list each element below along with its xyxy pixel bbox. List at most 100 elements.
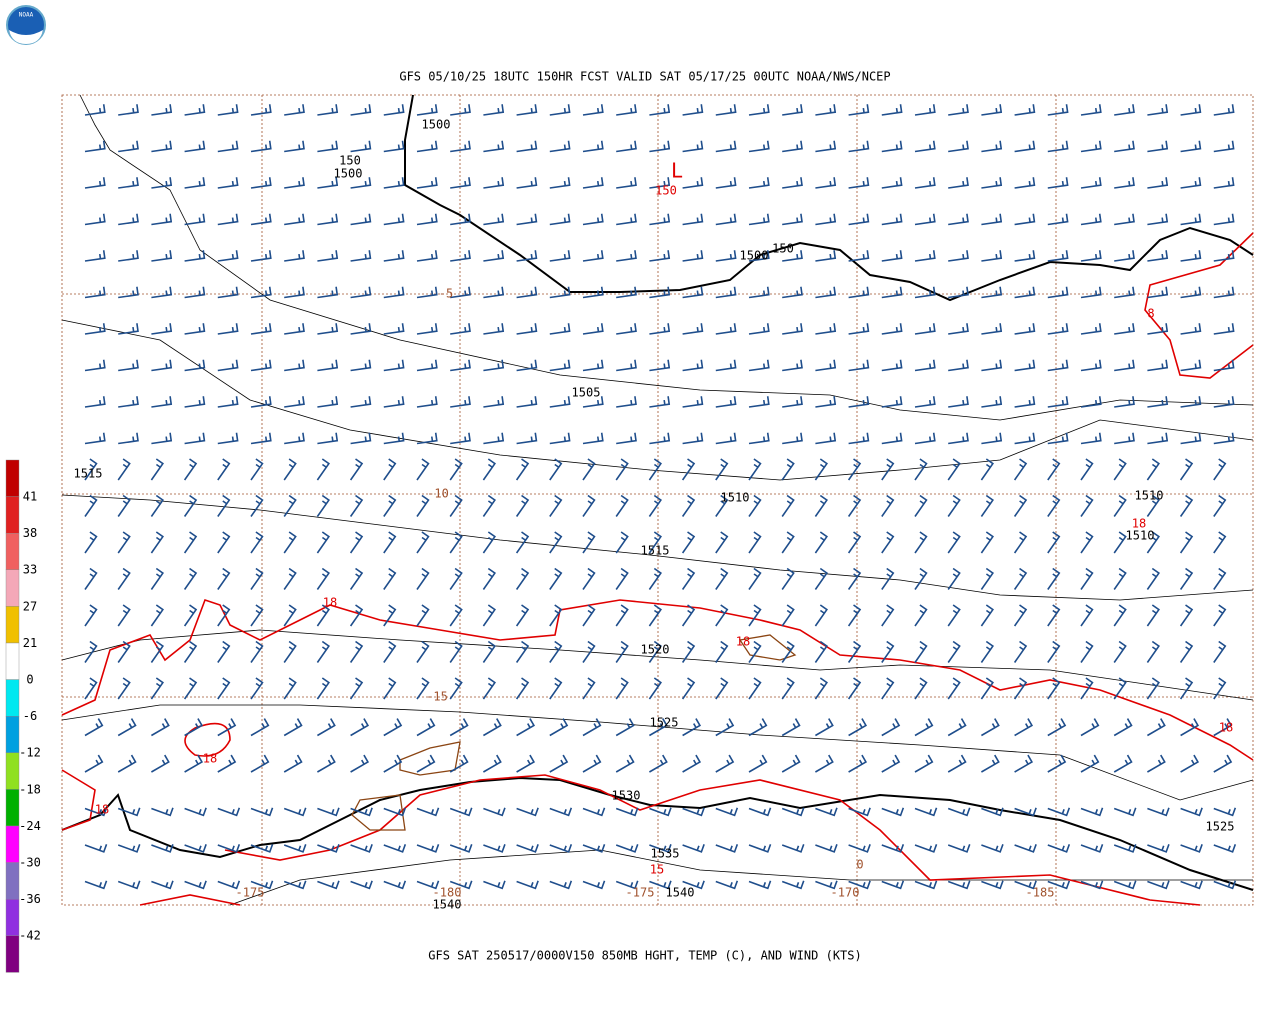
wind-barb <box>649 250 671 262</box>
wind-barb <box>1113 567 1127 590</box>
wind-barb <box>1179 677 1194 700</box>
contour-label: 1535 <box>651 847 680 861</box>
wind-barb <box>981 844 1004 853</box>
colorbar-swatch <box>5 642 20 680</box>
wind-barb <box>1014 396 1036 408</box>
wind-barb <box>715 140 737 153</box>
contour-label: 1530 <box>612 789 641 803</box>
wind-barb <box>383 494 397 517</box>
wind-barb <box>117 807 141 817</box>
wind-barb <box>416 458 430 481</box>
wind-barb <box>781 844 805 853</box>
colorbar-label: -42 <box>19 929 41 943</box>
wind-barb <box>250 323 272 335</box>
wind-barb <box>383 432 405 445</box>
wind-barb <box>515 677 530 700</box>
wind-barb <box>781 494 795 517</box>
wind-barb <box>1047 432 1069 445</box>
wind-barb <box>482 567 496 590</box>
wind-barb <box>914 250 936 262</box>
wind-barb <box>1080 567 1094 590</box>
wind-barb <box>450 323 471 335</box>
wind-barb <box>748 807 772 817</box>
wind-barb <box>682 359 704 372</box>
contour-label: 18 <box>1132 517 1146 531</box>
wind-barb <box>1114 359 1135 372</box>
wind-barb <box>615 844 639 853</box>
wind-barb <box>715 323 737 335</box>
wind-barb <box>349 567 364 590</box>
colorbar-swatch <box>5 789 20 827</box>
wind-barb <box>217 323 239 335</box>
wind-barb <box>217 567 231 590</box>
wind-barb <box>217 359 239 372</box>
contour-label: 18 <box>95 803 109 817</box>
contour-label: -170 <box>831 886 860 900</box>
wind-barb <box>815 807 838 817</box>
wind-barb <box>1213 494 1227 517</box>
wind-barb <box>615 677 629 700</box>
wind-barb <box>183 531 198 554</box>
wind-barb <box>980 567 994 590</box>
wind-barb <box>881 754 901 773</box>
wind-barb <box>515 567 530 590</box>
wind-barb <box>284 104 305 116</box>
wind-barb <box>317 807 340 817</box>
wind-barb <box>748 640 762 663</box>
wind-barb <box>1213 432 1235 445</box>
wind-barb <box>350 250 372 262</box>
wind-barb <box>383 604 397 627</box>
wind-barb <box>383 567 397 590</box>
wind-barb <box>682 250 704 262</box>
wind-barb <box>316 640 330 663</box>
wind-barb <box>250 880 274 890</box>
wind-barb <box>682 807 705 817</box>
wind-barb <box>117 567 131 590</box>
wind-barb <box>250 754 270 773</box>
wind-barb <box>516 104 538 116</box>
wind-barb <box>250 250 272 262</box>
wind-barb <box>649 213 671 226</box>
wind-barb <box>582 844 606 853</box>
colorbar-label: 41 <box>23 490 37 504</box>
wind-barb <box>682 844 705 853</box>
wind-barb <box>516 718 536 737</box>
wind-barb <box>781 754 801 773</box>
wind-barb <box>117 458 131 481</box>
wind-barb <box>815 432 837 445</box>
wind-barb <box>748 880 772 890</box>
wind-barb <box>948 250 969 262</box>
wind-barb <box>383 718 403 737</box>
wind-barb <box>1080 458 1094 481</box>
wind-barb <box>184 807 207 817</box>
wind-barb <box>516 323 538 335</box>
isotherm <box>139 774 1201 906</box>
wind-barb <box>914 677 928 700</box>
wind-barb <box>549 640 563 663</box>
wind-barb <box>1147 140 1169 153</box>
wind-barb <box>416 213 438 226</box>
height-contour-bold <box>404 94 1254 302</box>
wind-barb <box>1146 531 1160 554</box>
wind-barb <box>217 718 237 737</box>
wind-barb <box>1213 880 1237 890</box>
wind-barb <box>349 531 364 554</box>
wind-barb <box>615 640 629 663</box>
wind-barb <box>881 286 903 299</box>
colorbar-label: -12 <box>19 746 41 760</box>
wind-barb <box>881 140 903 153</box>
wind-barb <box>350 213 372 226</box>
wind-barb <box>350 104 372 116</box>
wind-barb <box>1014 250 1036 262</box>
wind-barb <box>848 807 871 817</box>
wind-barb <box>1080 844 1104 853</box>
wind-barb <box>1180 213 1202 226</box>
wind-barb <box>184 880 207 890</box>
wind-barb <box>815 323 837 335</box>
wind-barb <box>1213 140 1235 153</box>
wind-barb <box>1147 213 1169 226</box>
colorbar-swatch <box>5 606 20 644</box>
wind-barb <box>183 640 198 663</box>
wind-barb <box>350 718 370 737</box>
wind-barb <box>1080 104 1102 116</box>
